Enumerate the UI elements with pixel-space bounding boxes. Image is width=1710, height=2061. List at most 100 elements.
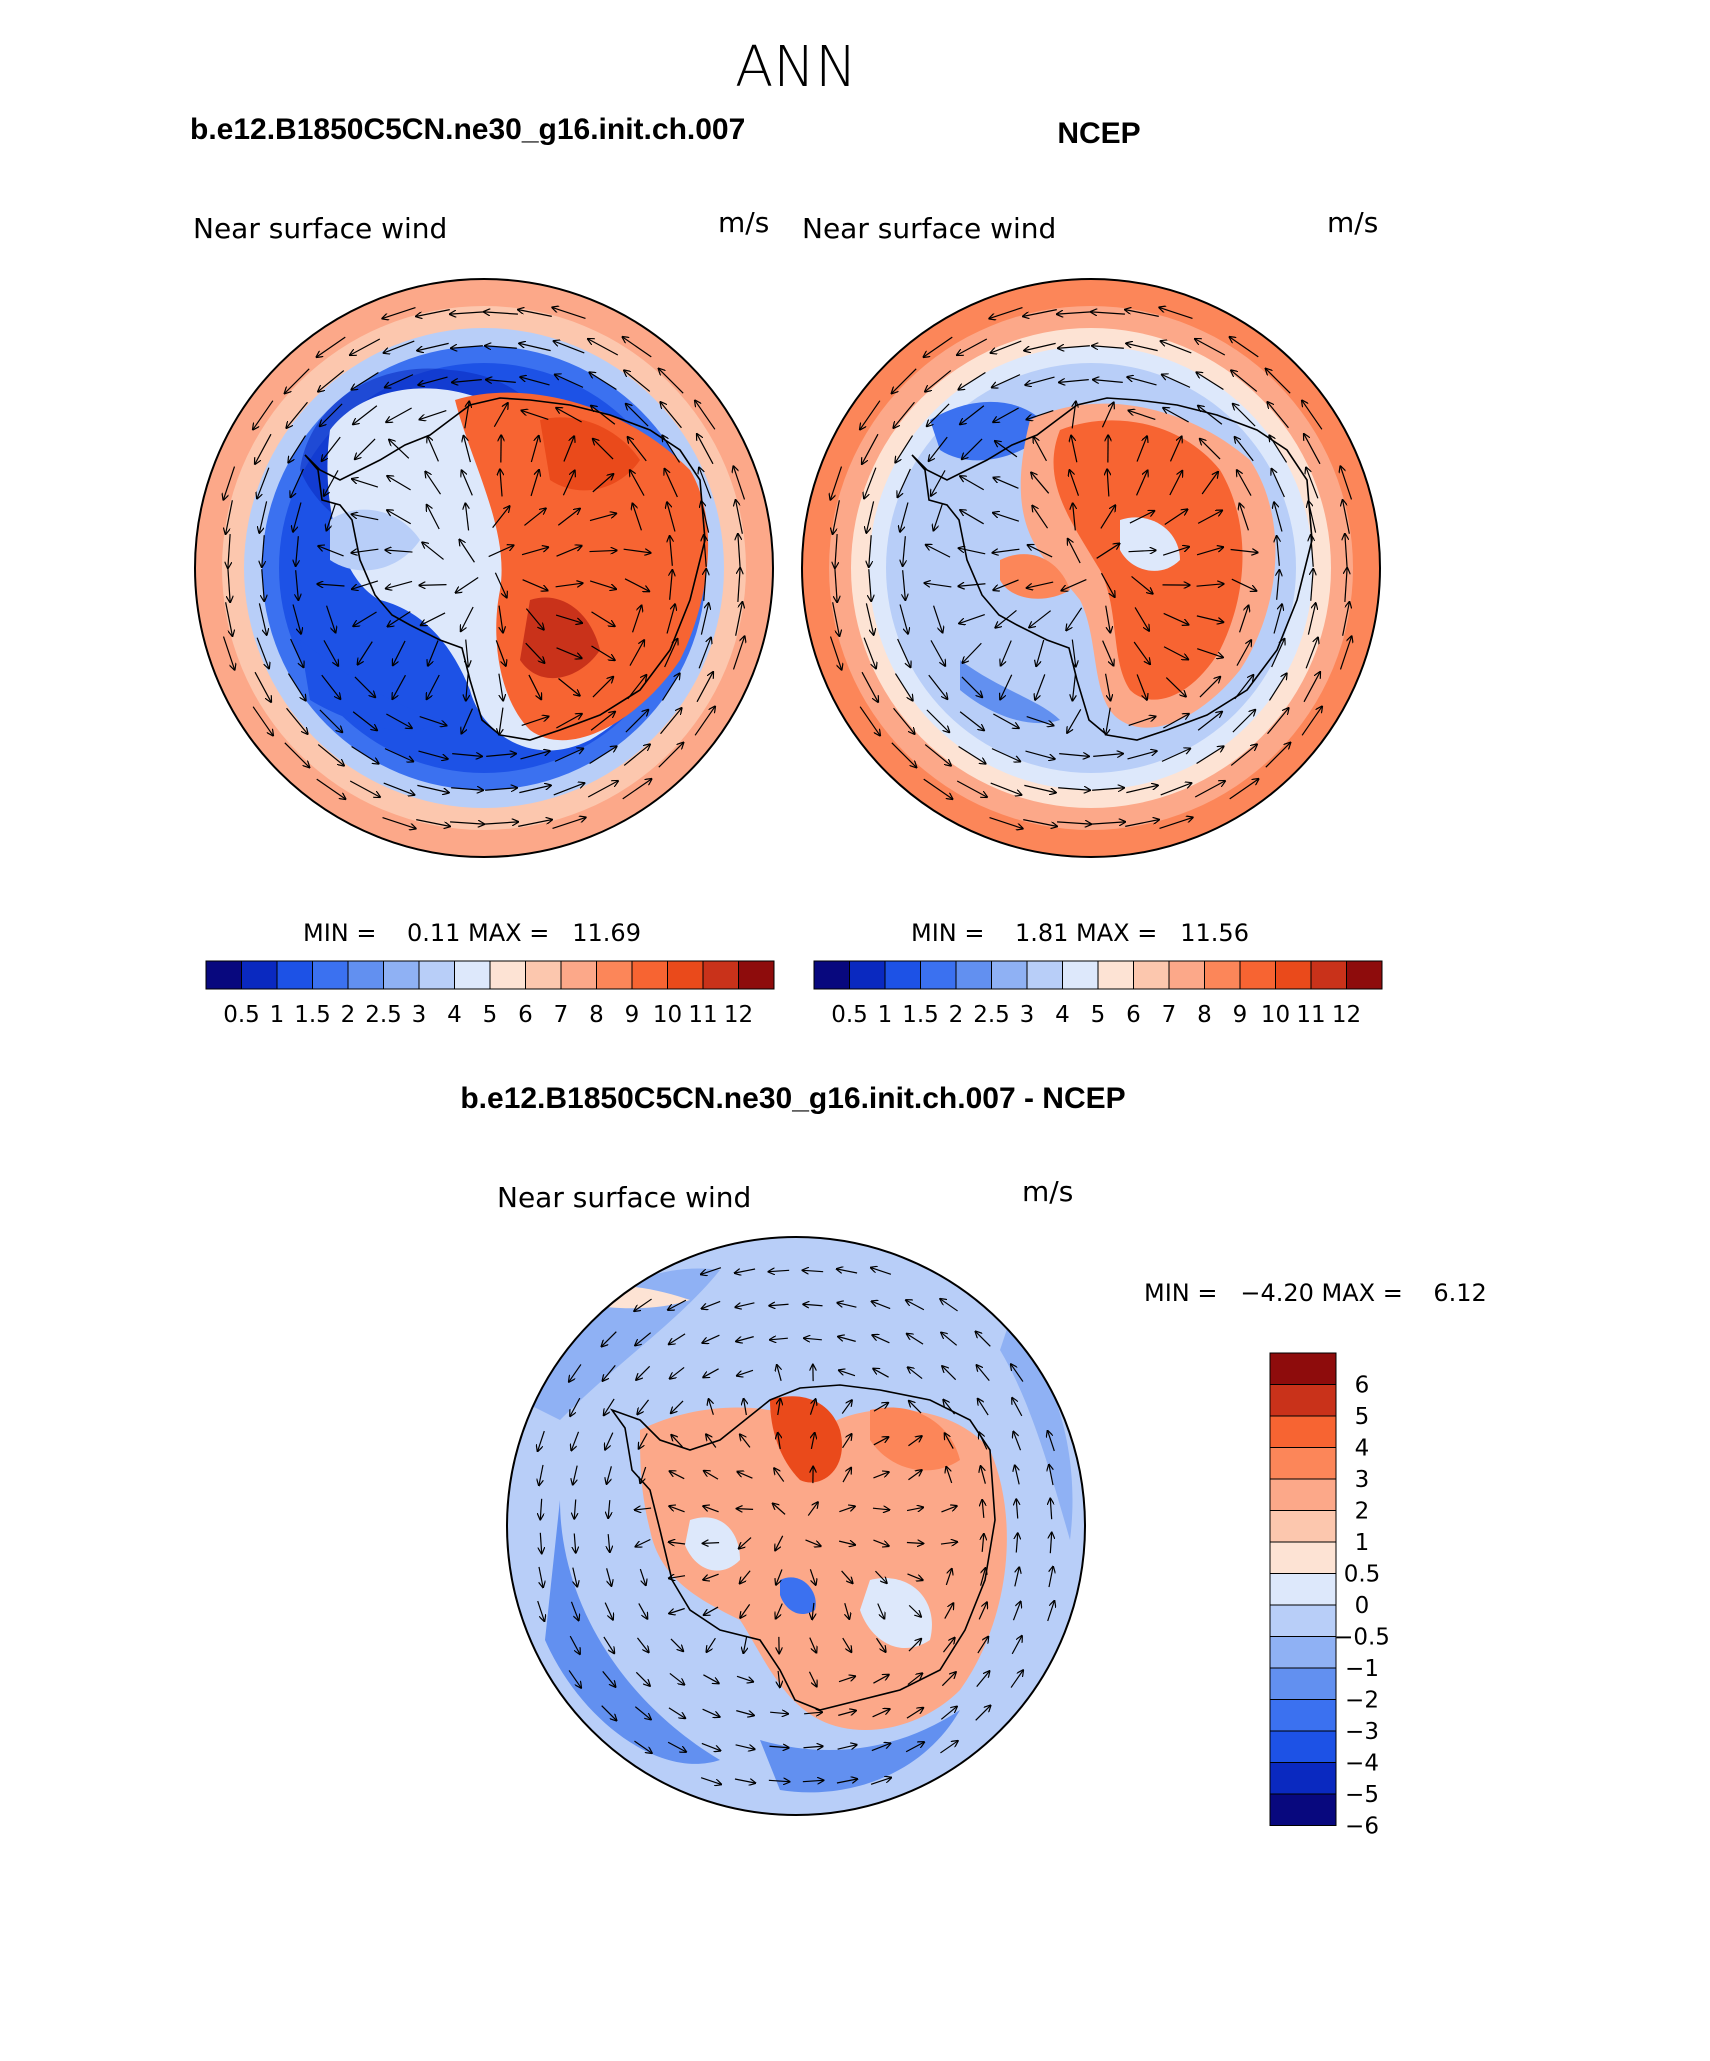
wind-vector bbox=[905, 1742, 924, 1753]
wind-vector bbox=[562, 471, 574, 496]
wind-vector bbox=[1342, 602, 1350, 636]
wind-vector bbox=[589, 746, 617, 765]
wind-vector bbox=[521, 717, 549, 727]
wind-vector bbox=[428, 640, 439, 665]
wind-vector bbox=[897, 638, 911, 667]
wind-vector bbox=[736, 1302, 755, 1307]
wind-vector bbox=[1092, 788, 1124, 790]
wind-vector bbox=[417, 784, 448, 792]
wind-vector bbox=[704, 535, 706, 567]
wind-vector bbox=[1096, 544, 1120, 559]
panel-a-colorbar-tick-label: 2.5 bbox=[365, 1002, 402, 1028]
wind-vector bbox=[1160, 783, 1192, 796]
wind-vector bbox=[1304, 434, 1321, 465]
wind-vector bbox=[838, 1337, 856, 1342]
wind-vector bbox=[812, 1602, 814, 1619]
wind-vector bbox=[778, 1670, 780, 1687]
wind-vector bbox=[262, 535, 264, 567]
wind-vector bbox=[777, 1365, 781, 1381]
wind-vector bbox=[1136, 674, 1147, 699]
panel-b-colorbar-swatch bbox=[1346, 960, 1383, 990]
wind-vector bbox=[976, 1671, 990, 1688]
panel-a-colorbar-swatch bbox=[454, 960, 491, 990]
wind-vector bbox=[899, 604, 908, 633]
wind-vector bbox=[809, 1399, 815, 1415]
wind-vector bbox=[464, 436, 471, 463]
panel-b-colorbar-tick-label: 12 bbox=[1332, 1002, 1361, 1028]
panel-a-colorbar-tick-label: 10 bbox=[653, 1002, 682, 1028]
wind-vector bbox=[960, 510, 984, 525]
wind-vector bbox=[978, 1603, 987, 1620]
wind-vector bbox=[416, 819, 450, 827]
wind-vector bbox=[699, 468, 712, 499]
wind-vector bbox=[605, 1432, 614, 1450]
panel-b-colorbar-swatch bbox=[1275, 960, 1312, 990]
wind-vector bbox=[702, 1300, 721, 1308]
wind-vector bbox=[588, 339, 619, 356]
wind-vector bbox=[351, 745, 379, 763]
wind-vector bbox=[518, 310, 552, 317]
wind-vector bbox=[1032, 506, 1049, 529]
wind-vector bbox=[900, 502, 909, 531]
wind-vector bbox=[1136, 436, 1147, 462]
wind-vector bbox=[602, 1670, 616, 1686]
wind-vector bbox=[773, 1504, 786, 1515]
wind-vector bbox=[736, 1675, 753, 1681]
wind-vector bbox=[833, 500, 840, 534]
panel-c-units: m/s bbox=[1022, 1175, 1073, 1208]
wind-vector bbox=[1169, 437, 1181, 462]
panel-b-colorbar-swatch bbox=[955, 960, 992, 990]
wind-vector bbox=[625, 710, 648, 733]
wind-vector bbox=[1093, 380, 1123, 383]
wind-vector bbox=[907, 1573, 922, 1580]
wind-vector bbox=[1240, 504, 1250, 531]
wind-vector bbox=[1016, 1533, 1017, 1553]
wind-vector bbox=[522, 579, 548, 591]
wind-vector bbox=[701, 1742, 720, 1750]
wind-vector bbox=[352, 371, 379, 389]
wind-vector bbox=[1049, 1567, 1053, 1588]
panel-a-colorbar-tick-label: 0.5 bbox=[223, 1002, 260, 1028]
wind-vector bbox=[668, 1299, 687, 1310]
wind-vector bbox=[592, 474, 613, 493]
panel-b-colorbar-swatch bbox=[1239, 960, 1276, 990]
wind-vector bbox=[591, 406, 616, 425]
wind-vector bbox=[484, 822, 518, 824]
panel-a-colorbar-tick-label: 12 bbox=[724, 1002, 753, 1028]
wind-vector bbox=[386, 580, 413, 588]
wind-vector bbox=[630, 470, 645, 496]
wind-vector bbox=[734, 467, 746, 500]
wind-vector bbox=[842, 1434, 852, 1449]
wind-vector bbox=[1027, 409, 1054, 420]
wind-vector bbox=[778, 1433, 780, 1450]
wind-vector bbox=[836, 1779, 857, 1783]
wind-vector bbox=[835, 568, 837, 602]
wind-vector bbox=[842, 1468, 851, 1483]
wind-vector bbox=[956, 780, 987, 797]
wind-vector bbox=[959, 371, 986, 389]
panel-a-colorbar-tick-label: 5 bbox=[483, 1002, 498, 1028]
wind-vector bbox=[704, 1471, 719, 1480]
wind-vector bbox=[1070, 470, 1080, 496]
wind-vector bbox=[571, 1431, 580, 1450]
wind-vector bbox=[659, 369, 684, 394]
wind-vector bbox=[1265, 743, 1290, 768]
wind-vector bbox=[589, 550, 617, 551]
wind-vector bbox=[993, 579, 1019, 590]
wind-vector bbox=[697, 434, 714, 465]
wind-vector bbox=[1306, 468, 1319, 499]
panel-c-map bbox=[507, 1237, 1085, 1815]
wind-vector bbox=[636, 1538, 651, 1547]
wind-vector bbox=[1161, 749, 1190, 762]
wind-vector bbox=[383, 782, 415, 795]
wind-vector bbox=[573, 1465, 578, 1485]
panel-a-colorbar-swatch bbox=[631, 960, 668, 990]
wind-vector bbox=[226, 500, 233, 534]
wind-vector bbox=[569, 1635, 580, 1654]
wind-vector bbox=[553, 308, 586, 320]
wind-vector bbox=[1231, 371, 1258, 392]
wind-vector bbox=[498, 673, 503, 701]
panel-c-colorbar-swatch bbox=[1269, 1447, 1337, 1480]
wind-vector bbox=[1164, 510, 1187, 525]
wind-vector bbox=[735, 1269, 756, 1273]
